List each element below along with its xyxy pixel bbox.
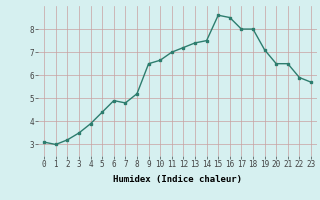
X-axis label: Humidex (Indice chaleur): Humidex (Indice chaleur): [113, 175, 242, 184]
